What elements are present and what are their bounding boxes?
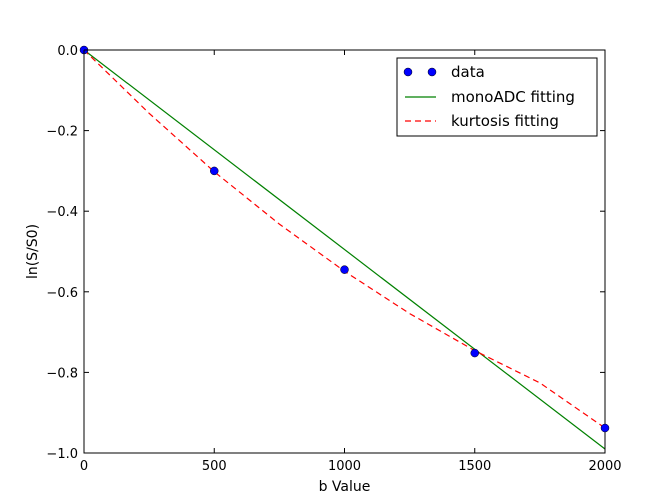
legend: data monoADC fitting kurtosis fitting (396, 57, 598, 137)
series-line-monoadc-fitting (83, 49, 606, 450)
y-tick-label-2: −0.4 (46, 205, 78, 220)
x-tick-label-0: 0 (80, 459, 88, 474)
y-tick-label-5: −1.0 (46, 447, 78, 462)
data-point-4 (600, 423, 610, 433)
legend-label-data: data (451, 63, 485, 81)
x-tick-label-4: 2000 (588, 459, 621, 474)
x-tick-label-1: 500 (202, 459, 227, 474)
data-point-2 (340, 265, 349, 274)
y-axis-label: ln(S/S0) (25, 224, 41, 279)
legend-label-kurtosis: kurtosis fitting (451, 112, 559, 130)
legend-label-monoadc: monoADC fitting (451, 88, 575, 106)
y-tick-label-1: −0.2 (46, 125, 78, 140)
y-tick-label-3: −0.6 (46, 286, 78, 301)
x-tick-label-3: 1500 (458, 459, 491, 474)
legend-data-marker-1 (403, 67, 413, 77)
x-tick-label-2: 1000 (328, 459, 361, 474)
data-point-3 (470, 348, 479, 358)
legend-data-marker-2 (427, 67, 437, 77)
y-tick-label-4: −0.8 (46, 366, 78, 381)
data-point-1 (210, 166, 219, 176)
y-tick-label-0: 0.0 (57, 44, 78, 59)
x-axis-label: b Value (319, 479, 371, 495)
